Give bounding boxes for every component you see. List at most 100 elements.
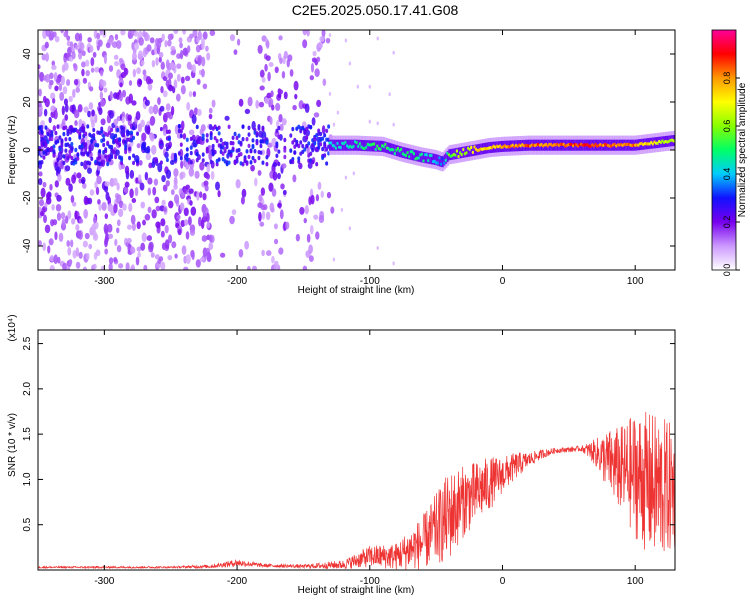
spectrogram-cell xyxy=(116,245,122,253)
snr-frame xyxy=(37,329,676,571)
spectrogram-cell xyxy=(77,104,83,113)
spectrogram-cell xyxy=(277,202,282,208)
spectrogram-cell xyxy=(244,240,250,250)
spectrogram-cell xyxy=(275,102,281,112)
spectrogram-cell xyxy=(96,143,100,148)
spectrogram-cell xyxy=(264,97,270,105)
spectrogram-cell xyxy=(165,103,171,111)
spectrogram-cell xyxy=(83,208,89,219)
spectrogram-cell xyxy=(125,262,130,270)
spectrogram-cell xyxy=(265,40,270,49)
spectrogram-cell xyxy=(112,149,116,155)
spectrogram-cell xyxy=(183,207,189,217)
ridge-band xyxy=(473,144,477,156)
spectrogram-cell xyxy=(245,161,249,166)
spectrogram-cell xyxy=(188,129,195,136)
spectrogram-cell xyxy=(132,126,136,131)
spectrogram-cell xyxy=(45,52,49,62)
spectrogram-cell xyxy=(86,252,90,260)
spectrogram-cell xyxy=(124,139,128,145)
spectrogram-cell xyxy=(325,128,329,134)
spectrogram-cell xyxy=(136,221,141,230)
spectrogram-cell xyxy=(48,116,52,124)
spectrogram-cell xyxy=(279,123,284,132)
spectrogram-cell xyxy=(219,252,226,258)
ridge-band xyxy=(456,147,459,159)
spectrogram-cell xyxy=(282,189,287,196)
spectrogram-cell xyxy=(99,69,104,77)
spectrogram-cell xyxy=(86,167,92,174)
spectrogram-cell xyxy=(191,207,196,215)
spectrogram-cell xyxy=(202,192,207,201)
snr-y-ticks: 0.5 1.0 1.5 2.0 2.5 xyxy=(22,336,675,532)
spectrogram-cell xyxy=(332,257,336,262)
spectrogram-cell xyxy=(189,160,193,165)
spectrogram-cell xyxy=(179,49,184,60)
spectrogram-cell xyxy=(44,41,49,49)
spectrogram-cell xyxy=(122,203,127,211)
spectrogram-cell xyxy=(162,184,168,192)
spectrogram-cell xyxy=(247,154,251,160)
ridge-band xyxy=(422,151,426,163)
spectrogram-cell xyxy=(251,138,255,143)
spectrogram-cell xyxy=(81,179,86,185)
spectrogram-cell xyxy=(58,135,62,140)
spectrogram-cell xyxy=(142,219,146,226)
spectrogram-cell xyxy=(249,149,253,154)
spectrogram-cell xyxy=(124,165,130,175)
spectrogram-cell xyxy=(162,90,168,98)
spectrogram-cell xyxy=(132,160,136,166)
spectrogram-cell xyxy=(80,161,84,167)
spectrogram-cell xyxy=(130,130,134,135)
spectrogram-cell xyxy=(47,245,51,254)
spectrogram-cell xyxy=(62,160,66,166)
spectrogram-cell xyxy=(173,152,177,158)
spectrogram-cell xyxy=(289,148,293,153)
spectrogram-cell xyxy=(356,84,360,89)
spectrogram-cell xyxy=(340,207,344,212)
spectrogram-cell xyxy=(68,136,72,142)
spectrogram-cell xyxy=(159,105,165,112)
spectrogram-cell xyxy=(188,188,194,194)
spectrogram-cell xyxy=(64,137,68,142)
spectrogram-cell xyxy=(113,203,118,214)
spectrogram-cell xyxy=(38,88,42,97)
spectrogram-cell xyxy=(104,181,110,187)
spectrogram-cell xyxy=(302,265,308,270)
spectrogram-cell xyxy=(217,157,221,162)
spectrogram-cell xyxy=(102,137,106,143)
spectrogram-cell xyxy=(320,190,324,198)
spectrogram-cell xyxy=(105,42,111,49)
spectrogram-cell xyxy=(191,251,195,261)
spectrogram-cell xyxy=(185,184,190,190)
spectrogram-cell xyxy=(131,100,137,106)
ridge-band xyxy=(442,156,445,168)
spectrogram-cell xyxy=(173,79,178,89)
spectrogram-cell xyxy=(52,144,56,149)
spectrogram-cell xyxy=(292,174,297,183)
spectrogram-cell xyxy=(277,125,281,131)
spectrogram-cell xyxy=(164,239,170,250)
spectrogram-cell xyxy=(317,181,322,190)
spectrogram-cell xyxy=(180,160,184,169)
spectrogram-cell xyxy=(78,132,82,137)
spectrogram-cell xyxy=(73,109,80,119)
spectrogram-cell xyxy=(168,84,174,92)
spectrogram-y-ticks: -40 -20 0 20 40 xyxy=(22,48,675,253)
spectrogram-cell xyxy=(128,93,134,104)
spectrogram-cell xyxy=(148,106,154,115)
spectrogram-cell xyxy=(54,85,59,92)
spectrogram-cell xyxy=(140,201,146,209)
spectrogram-cell xyxy=(303,129,307,135)
spectrogram-cell xyxy=(84,232,90,240)
spectrogram-cell xyxy=(142,69,147,76)
spectrogram-cell xyxy=(305,143,309,149)
spectrogram-cell xyxy=(45,197,52,205)
spectrogram-cell xyxy=(76,156,80,161)
spectrogram-cell xyxy=(148,241,154,250)
spectrogram-cell xyxy=(128,202,133,212)
spectrogram-cell xyxy=(131,222,136,231)
spectrogram-cell xyxy=(318,215,325,224)
ridge-band xyxy=(464,146,467,158)
spectrogram-cell xyxy=(278,35,283,41)
